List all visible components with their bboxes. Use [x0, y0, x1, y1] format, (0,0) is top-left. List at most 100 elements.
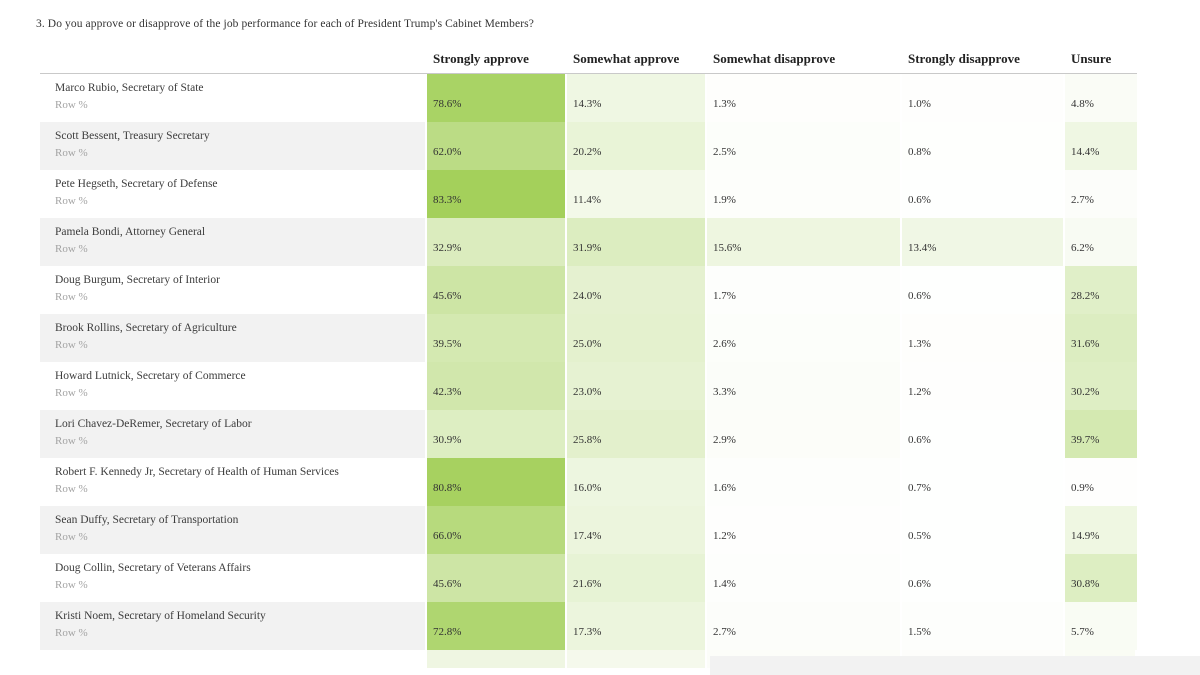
table-row: Howard Lutnick, Secretary of Commerce Row…: [40, 362, 1137, 410]
column-header: Unsure: [1071, 51, 1112, 66]
row-percent-label: Row %: [55, 147, 88, 159]
member-name: Brook Rollins, Secretary of Agriculture: [55, 322, 237, 334]
value-cell: 30.9%: [427, 410, 567, 458]
value-cell: 1.3%: [902, 314, 1065, 362]
value-cell: 39.5%: [427, 314, 567, 362]
row-percent-label: Row %: [55, 387, 88, 399]
row-percent-label: Row %: [55, 483, 88, 495]
row-label-cell: Pete Hegseth, Secretary of Defense Row %: [40, 170, 427, 218]
value-cell: 21.6%: [567, 554, 707, 602]
column-header: Strongly approve: [433, 51, 529, 66]
member-name: Marco Rubio, Secretary of State: [55, 82, 204, 94]
row-percent-label: Row %: [55, 435, 88, 447]
row-percent-label: Row %: [55, 627, 88, 639]
row-percent-label: Row %: [55, 195, 88, 207]
value-cell: 11.4%: [567, 170, 707, 218]
value-cell: 6.2%: [1065, 218, 1137, 266]
member-name: Robert F. Kennedy Jr, Secretary of Healt…: [55, 466, 339, 478]
value-cell: 2.6%: [707, 314, 902, 362]
row-label-cell: Lori Chavez-DeRemer, Secretary of Labor R…: [40, 410, 427, 458]
member-name: Pete Hegseth, Secretary of Defense: [55, 178, 218, 190]
row-percent-label: Row %: [55, 99, 88, 111]
value-cell: 25.0%: [567, 314, 707, 362]
value-cell: 28.2%: [1065, 266, 1137, 314]
value-cell: 45.6%: [427, 266, 567, 314]
cutoff-cell: [427, 650, 567, 668]
table-row: Brook Rollins, Secretary of Agriculture R…: [40, 314, 1137, 362]
member-name: Kristi Noem, Secretary of Homeland Secur…: [55, 610, 266, 622]
value-cell: 66.0%: [427, 506, 567, 554]
value-cell: 30.8%: [1065, 554, 1137, 602]
row-percent-label: Row %: [55, 291, 88, 303]
value-cell: 14.3%: [567, 74, 707, 122]
value-cell: 2.7%: [1065, 170, 1137, 218]
row-percent-label: Row %: [55, 339, 88, 351]
value-cell: 0.6%: [902, 410, 1065, 458]
value-cell: 17.4%: [567, 506, 707, 554]
member-name: Lori Chavez-DeRemer, Secretary of Labor: [55, 418, 252, 430]
table-row: Pete Hegseth, Secretary of Defense Row % 8…: [40, 170, 1137, 218]
value-cell: 4.8%: [1065, 74, 1137, 122]
row-percent-label: Row %: [55, 531, 88, 543]
value-cell: 1.6%: [707, 458, 902, 506]
value-cell: 80.8%: [427, 458, 567, 506]
value-cell: 78.6%: [427, 74, 567, 122]
table-body: Marco Rubio, Secretary of State Row % 78.6…: [40, 74, 1137, 650]
survey-question-title: 3. Do you approve or disapprove of the j…: [36, 18, 534, 30]
value-cell: 42.3%: [427, 362, 567, 410]
value-cell: 1.2%: [902, 362, 1065, 410]
value-cell: 23.0%: [567, 362, 707, 410]
column-header: Somewhat disapprove: [713, 51, 836, 66]
value-cell: 0.7%: [902, 458, 1065, 506]
member-name: Scott Bessent, Treasury Secretary: [55, 130, 210, 142]
value-cell: 31.9%: [567, 218, 707, 266]
table-row: Doug Collin, Secretary of Veterans Affai…: [40, 554, 1137, 602]
bottom-gray-block: [710, 656, 1200, 675]
value-cell: 1.4%: [707, 554, 902, 602]
member-name: Doug Burgum, Secretary of Interior: [55, 274, 220, 286]
row-label-cell: Sean Duffy, Secretary of Transportation R…: [40, 506, 427, 554]
table-row: Pamela Bondi, Attorney General Row % 32.9%…: [40, 218, 1137, 266]
value-cell: 1.5%: [902, 602, 1065, 650]
row-label-cell: Brook Rollins, Secretary of Agriculture R…: [40, 314, 427, 362]
value-cell: 0.6%: [902, 266, 1065, 314]
value-cell: 24.0%: [567, 266, 707, 314]
value-cell: 0.6%: [902, 554, 1065, 602]
value-cell: 14.4%: [1065, 122, 1137, 170]
value-cell: 2.5%: [707, 122, 902, 170]
cutoff-cell: [567, 650, 707, 668]
table-row: Sean Duffy, Secretary of Transportation R…: [40, 506, 1137, 554]
value-cell: 1.9%: [707, 170, 902, 218]
value-cell: 17.3%: [567, 602, 707, 650]
results-table: Strongly approve Somewhat approve Somewhat…: [40, 38, 1137, 668]
table-row: Lori Chavez-DeRemer, Secretary of Labor R…: [40, 410, 1137, 458]
value-cell: 13.4%: [902, 218, 1065, 266]
value-cell: 72.8%: [427, 602, 567, 650]
value-cell: 1.7%: [707, 266, 902, 314]
value-cell: 0.8%: [902, 122, 1065, 170]
value-cell: 62.0%: [427, 122, 567, 170]
value-cell: 1.2%: [707, 506, 902, 554]
value-cell: 31.6%: [1065, 314, 1137, 362]
value-cell: 16.0%: [567, 458, 707, 506]
row-percent-label: Row %: [55, 579, 88, 591]
value-cell: 45.6%: [427, 554, 567, 602]
member-name: Doug Collin, Secretary of Veterans Affai…: [55, 562, 251, 574]
value-cell: 1.0%: [902, 74, 1065, 122]
value-cell: 3.3%: [707, 362, 902, 410]
row-label-cell: Doug Burgum, Secretary of Interior Row %: [40, 266, 427, 314]
value-cell: 2.9%: [707, 410, 902, 458]
value-cell: 2.7%: [707, 602, 902, 650]
row-label-cell: Howard Lutnick, Secretary of Commerce Row…: [40, 362, 427, 410]
column-header: Somewhat approve: [573, 51, 680, 66]
table-row: Robert F. Kennedy Jr, Secretary of Healt…: [40, 458, 1137, 506]
value-cell: 30.2%: [1065, 362, 1137, 410]
value-cell: 32.9%: [427, 218, 567, 266]
table-header-row: Strongly approve Somewhat approve Somewhat…: [40, 38, 1137, 74]
table-row: Doug Burgum, Secretary of Interior Row % 4…: [40, 266, 1137, 314]
table-row: Scott Bessent, Treasury Secretary Row % 62…: [40, 122, 1137, 170]
table-row: Kristi Noem, Secretary of Homeland Secur…: [40, 602, 1137, 650]
value-cell: 0.6%: [902, 170, 1065, 218]
value-cell: 14.9%: [1065, 506, 1137, 554]
value-cell: 15.6%: [707, 218, 902, 266]
